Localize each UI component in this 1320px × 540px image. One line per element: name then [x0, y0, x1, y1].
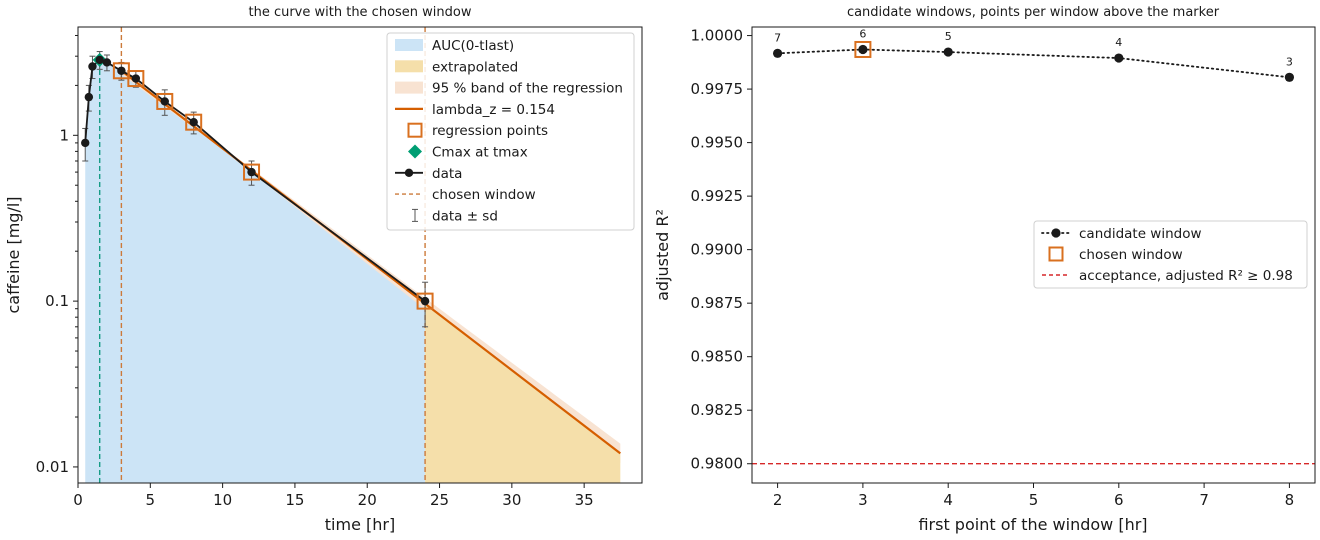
extrapolated-area: [425, 303, 621, 483]
y-tick-label: 0.9925: [691, 187, 744, 205]
legend-label: acceptance, adjusted R² ≥ 0.98: [1079, 268, 1293, 284]
right-plot-marks: 7 6 5 4 3: [752, 27, 1315, 465]
legend-swatch: [395, 81, 423, 94]
regression-point-marker: [185, 113, 203, 131]
x-tick-label: 4: [943, 491, 953, 509]
regression-line: [120, 69, 621, 455]
legend-swatch: [1048, 246, 1064, 262]
candidate-window-point: [943, 47, 953, 57]
left-axis-ticks: 0 5 10 15 20 25 30 35 0.01 0.1 1: [36, 34, 594, 509]
legend-label: lambda_z = 0.154: [432, 102, 555, 118]
y-tick-label: 0.01: [36, 458, 69, 476]
left-panel-title: the curve with the chosen window: [248, 5, 471, 20]
legend-swatch: [408, 144, 422, 159]
legend-swatch-marker: [404, 168, 414, 177]
x-tick-label: 15: [285, 491, 304, 509]
data-point: [117, 66, 126, 75]
data-point: [81, 138, 90, 148]
regression-point-marker: [156, 92, 174, 110]
x-tick-label: 7: [1199, 491, 1209, 509]
legend-label: 95 % band of the regression: [432, 81, 623, 97]
left-x-axis-label: time [hr]: [325, 515, 395, 534]
legend-label: data: [432, 166, 462, 182]
left-y-axis-label: caffeine [mg/l]: [4, 196, 23, 313]
legend-label: Cmax at tmax: [432, 145, 528, 161]
legend-label: extrapolated: [432, 59, 518, 75]
y-tick-label: 1.0000: [691, 27, 744, 45]
legend-label: regression points: [432, 123, 548, 139]
regression-point-marker: [243, 163, 261, 181]
data-point: [102, 58, 112, 67]
data-point: [247, 167, 256, 177]
y-tick-label: 0.9900: [691, 241, 744, 259]
x-tick-label: 3: [858, 491, 868, 509]
right-x-axis-label: first point of the window [hr]: [918, 515, 1147, 534]
points-per-window-label: 4: [1115, 36, 1122, 49]
chosen-window-marker: [854, 40, 872, 58]
right-legend: candidate window chosen window acceptance,…: [1033, 220, 1308, 289]
left-legend: AUC(0-tlast) extrapolated 95 % band of the…: [386, 32, 635, 231]
legend-label: chosen window: [432, 187, 536, 203]
points-per-window-label: 3: [1286, 55, 1293, 68]
legend-swatch: [407, 122, 423, 138]
data-point: [88, 62, 97, 71]
y-tick-label: 0.9875: [691, 294, 744, 312]
data-point: [84, 92, 94, 102]
y-tick-label: 0.9975: [691, 80, 744, 98]
data-point: [131, 74, 141, 83]
y-tick-label: 0.9850: [691, 348, 744, 366]
right-panel-title: candidate windows, points per window abo…: [847, 5, 1220, 20]
y-tick-label: 0.1: [45, 292, 69, 310]
x-tick-label: 30: [502, 491, 521, 509]
legend-label: data ± sd: [432, 208, 498, 224]
x-tick-label: 6: [1114, 491, 1124, 509]
y-tick-label: 1: [59, 126, 69, 144]
regression-point-marker: [127, 70, 145, 88]
auc-area: [85, 59, 426, 483]
x-tick-label: 20: [358, 491, 377, 509]
candidate-windows-panel: candidate windows, points per window abo…: [653, 5, 1316, 534]
left-legend-box: [386, 32, 635, 231]
x-tick-label: 8: [1285, 491, 1295, 509]
data-point: [420, 296, 430, 306]
candidate-window-point: [772, 48, 783, 58]
x-tick-label: 0: [73, 491, 83, 509]
right-axis-ticks: 2 3 4 5 6 7 8 0.9800 0.9825 0.9850 0.9875 0.9900 0.9…: [691, 27, 1295, 509]
legend-label: chosen window: [1079, 247, 1183, 263]
candidate-window-point: [858, 44, 868, 55]
right-y-axis-label: adjusted R²: [653, 209, 672, 301]
y-tick-label: 0.9825: [691, 401, 744, 419]
regression-point-marker: [416, 292, 434, 310]
right-legend-box: [1033, 220, 1308, 289]
x-tick-label: 35: [575, 491, 594, 509]
legend-label: AUC(0-tlast): [432, 38, 514, 54]
x-tick-label: 5: [1029, 491, 1039, 509]
legend-swatch: [395, 60, 423, 73]
left-axes-frame: [77, 26, 643, 484]
points-per-window-label: 6: [859, 27, 866, 40]
legend-label: candidate window: [1079, 226, 1202, 242]
points-per-window-label: 5: [945, 30, 952, 43]
y-tick-label: 0.9800: [691, 455, 744, 473]
points-per-window-label: 7: [774, 31, 781, 44]
x-tick-label: 10: [213, 491, 232, 509]
data-point: [189, 117, 198, 127]
data-point: [160, 97, 169, 106]
data-point: [95, 55, 104, 65]
x-tick-label: 2: [773, 491, 783, 509]
candidate-window-point: [1114, 53, 1124, 63]
candidate-window-line: [776, 48, 1291, 79]
candidate-window-point: [1284, 72, 1295, 82]
concentration-time-panel: the curve with the chosen window 0 5 10 15 2…: [4, 5, 643, 534]
x-tick-label: 25: [430, 491, 449, 509]
x-tick-label: 5: [146, 491, 156, 509]
y-tick-label: 0.9950: [691, 134, 744, 152]
legend-swatch: [395, 39, 423, 51]
legend-swatch-marker: [1051, 228, 1061, 238]
